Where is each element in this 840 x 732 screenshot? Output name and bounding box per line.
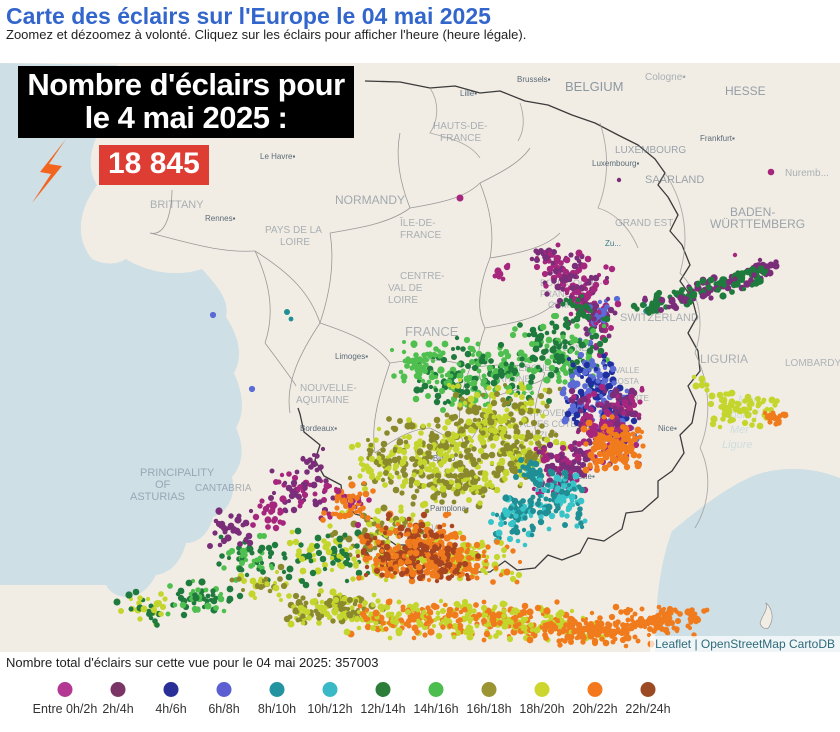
svg-text:VAL DE: VAL DE (388, 283, 423, 294)
svg-text:PRINCIPALITY: PRINCIPALITY (140, 467, 215, 479)
svg-text:Mer: Mer (730, 424, 750, 436)
svg-text:Limoges▪: Limoges▪ (335, 352, 368, 361)
svg-text:FRANCE: FRANCE (440, 133, 481, 144)
svg-text:Pamplona▪: Pamplona▪ (430, 504, 469, 513)
svg-text:BELGIUM: BELGIUM (565, 79, 624, 94)
svg-text:SAARLAND: SAARLAND (645, 174, 704, 186)
svg-text:OF: OF (155, 479, 171, 491)
svg-text:CANTABRIA: CANTABRIA (195, 483, 252, 494)
svg-text:NOUVELLE-: NOUVELLE- (300, 383, 357, 394)
svg-text:WÜRTTEMBERG: WÜRTTEMBERG (710, 217, 805, 231)
svg-text:AQUITAINE: AQUITAINE (296, 395, 349, 406)
svg-text:Frankfurt▪: Frankfurt▪ (700, 134, 735, 143)
svg-text:ASTURIAS: ASTURIAS (130, 491, 185, 503)
svg-text:FRANCE: FRANCE (400, 230, 441, 241)
svg-text:Le Havre▪: Le Havre▪ (260, 152, 295, 161)
svg-text:LOIRE: LOIRE (280, 237, 310, 248)
svg-text:Nice▪: Nice▪ (658, 424, 677, 433)
svg-text:ÎLE-DE-: ÎLE-DE- (399, 216, 436, 229)
svg-text:FRANCE: FRANCE (405, 324, 459, 339)
svg-text:HESSE: HESSE (725, 84, 766, 98)
svg-text:LOIRE: LOIRE (388, 295, 418, 306)
svg-text:GRAND EST: GRAND EST (615, 218, 673, 229)
svg-text:LOMBARDY: LOMBARDY (785, 358, 840, 369)
svg-text:Zu...: Zu... (605, 239, 621, 248)
svg-text:LIGURIA: LIGURIA (700, 352, 748, 366)
svg-text:HAUTS-DE-: HAUTS-DE- (433, 121, 487, 132)
svg-text:BRITTANY: BRITTANY (150, 199, 204, 211)
svg-text:Cologne▪: Cologne▪ (645, 72, 686, 83)
svg-text:SWITZERLAND: SWITZERLAND (620, 312, 699, 324)
svg-text:CENTRE-: CENTRE- (400, 271, 444, 282)
svg-text:VALLE: VALLE (615, 366, 639, 375)
svg-text:NORMANDY: NORMANDY (335, 193, 405, 207)
svg-text:Rennes▪: Rennes▪ (205, 214, 236, 223)
svg-text:PAYS DE LA: PAYS DE LA (265, 225, 322, 236)
svg-text:Lille▪: Lille▪ (460, 89, 477, 98)
svg-text:Brussels▪: Brussels▪ (517, 75, 551, 84)
svg-text:Nuremb...: Nuremb... (785, 168, 829, 179)
svg-text:Luxembourg▪: Luxembourg▪ (592, 159, 639, 168)
svg-text:Bordeaux▪: Bordeaux▪ (300, 424, 337, 433)
svg-text:Ligure: Ligure (722, 439, 753, 451)
svg-text:LUXEMBOURG: LUXEMBOURG (615, 145, 686, 156)
